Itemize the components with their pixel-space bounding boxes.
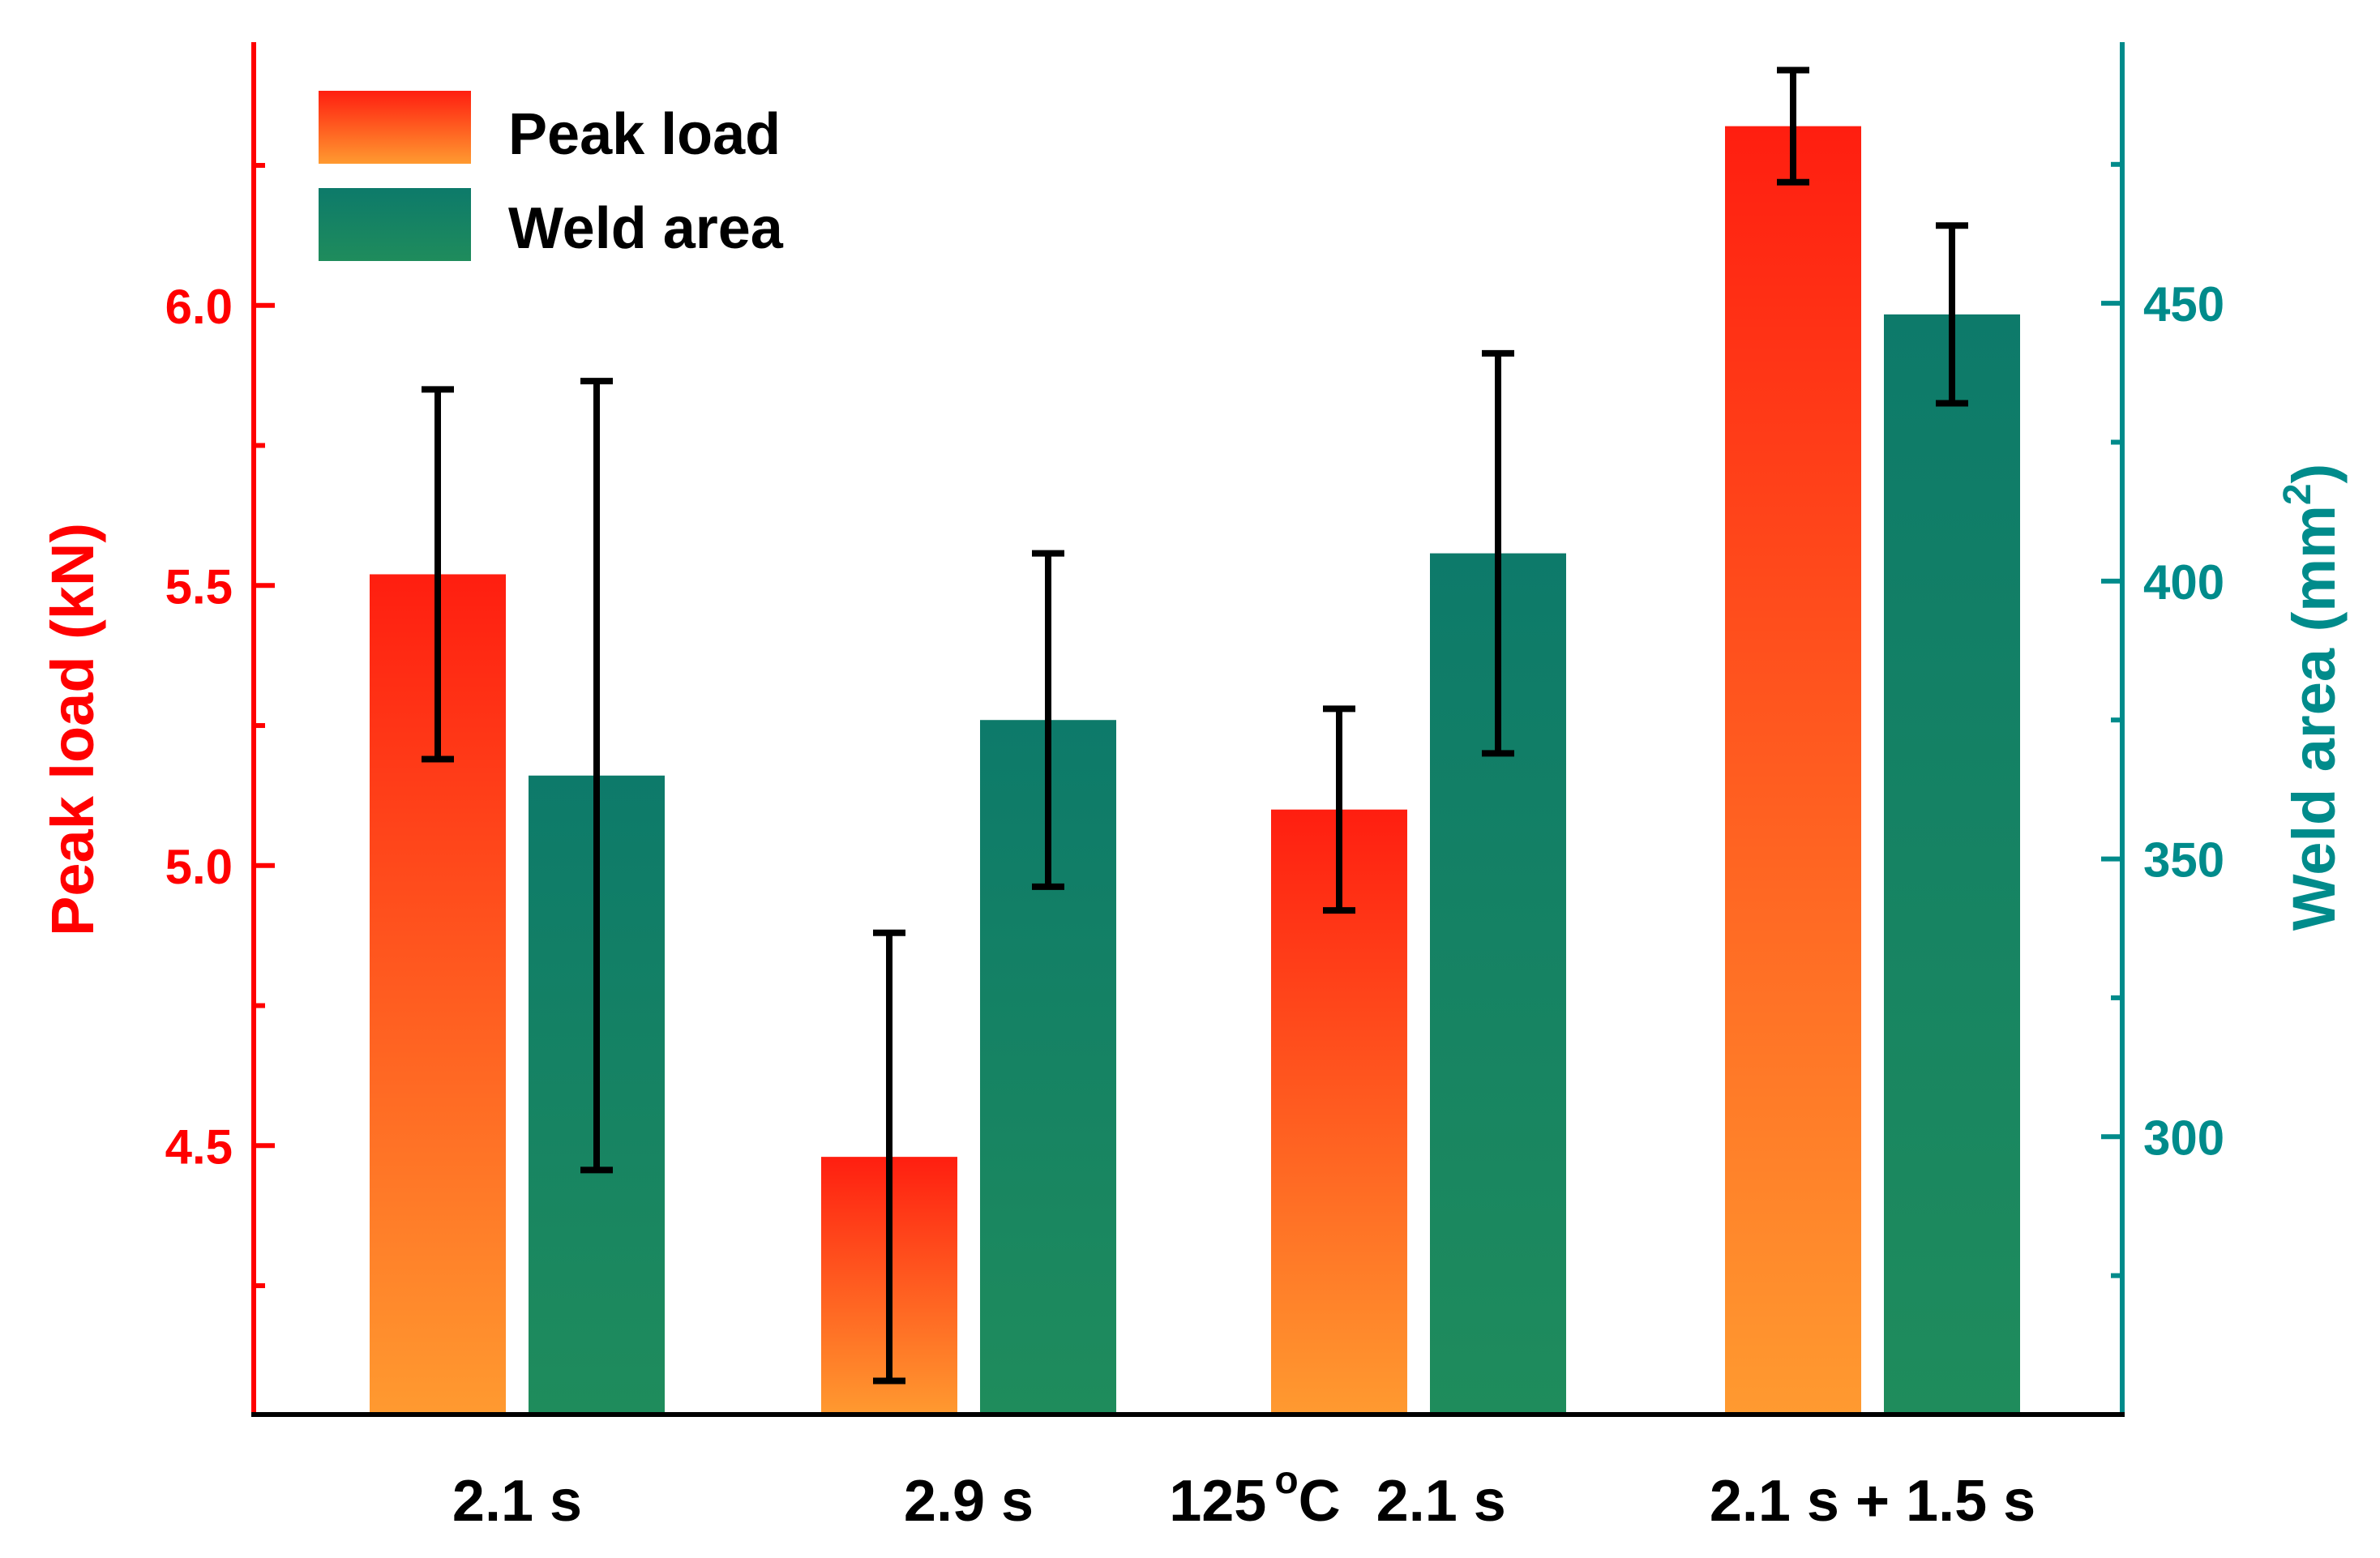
left-axis-title: Peak load (kN) <box>39 523 106 936</box>
left-tick-label: 5.5 <box>165 559 233 614</box>
right-tick-label: 400 <box>2143 555 2224 610</box>
x-label-3-unit: C <box>1299 1469 1341 1534</box>
error-bar-weld-area-1 <box>580 378 613 1174</box>
x-label-2: 2.9 s <box>904 1469 1034 1534</box>
bar-peak-load-4 <box>1725 126 1861 1415</box>
left-tick-label: 6.0 <box>165 280 233 334</box>
error-bar-weld-area-2 <box>1032 550 1064 890</box>
legend-swatch-weld-area <box>319 188 471 261</box>
right-axis-ticks: 300 350 400 450 <box>2101 161 2224 1278</box>
error-bar-weld-area-3 <box>1482 349 1514 757</box>
x-label-3-main: 125 <box>1169 1469 1266 1534</box>
left-axis-ticks: 4.5 5.0 5.5 6.0 <box>165 163 275 1289</box>
error-bar-peak-load-2 <box>873 929 905 1385</box>
bar-weld-area-4 <box>1884 314 2020 1415</box>
error-bar-peak-load-4 <box>1777 66 1809 186</box>
x-label-3-sup: o <box>1274 1459 1298 1502</box>
x-label-4: 2.1 s + 1.5 s <box>1710 1469 2035 1534</box>
right-axis-title: Weld area (mm2) <box>2276 464 2348 931</box>
x-label-3-tail: 2.1 s <box>1376 1469 1506 1534</box>
legend: Peak load Weld area <box>319 91 784 261</box>
right-tick-label: 350 <box>2143 833 2224 888</box>
error-bars-layer <box>422 66 1968 1385</box>
x-label-1: 2.1 s <box>452 1469 582 1534</box>
bars-layer <box>370 126 2020 1415</box>
error-bar-weld-area-4 <box>1936 222 1968 407</box>
left-tick-label: 4.5 <box>165 1119 233 1174</box>
error-bar-peak-load-1 <box>422 386 454 763</box>
right-axis-title-main: Weld area (mm <box>2280 505 2348 931</box>
legend-label-peak-load: Peak load <box>508 102 781 167</box>
left-tick-label: 5.0 <box>165 840 233 894</box>
right-axis-title-close: ) <box>2280 464 2348 484</box>
right-tick-label: 450 <box>2143 277 2224 332</box>
right-axis-title-sup: 2 <box>2276 483 2319 505</box>
legend-swatch-peak-load <box>319 91 471 164</box>
x-label-3: 125 oC 2.1 s <box>1169 1459 1506 1534</box>
right-tick-label: 300 <box>2143 1111 2224 1165</box>
error-bar-peak-load-3 <box>1323 705 1355 914</box>
legend-label-weld-area: Weld area <box>508 196 784 261</box>
